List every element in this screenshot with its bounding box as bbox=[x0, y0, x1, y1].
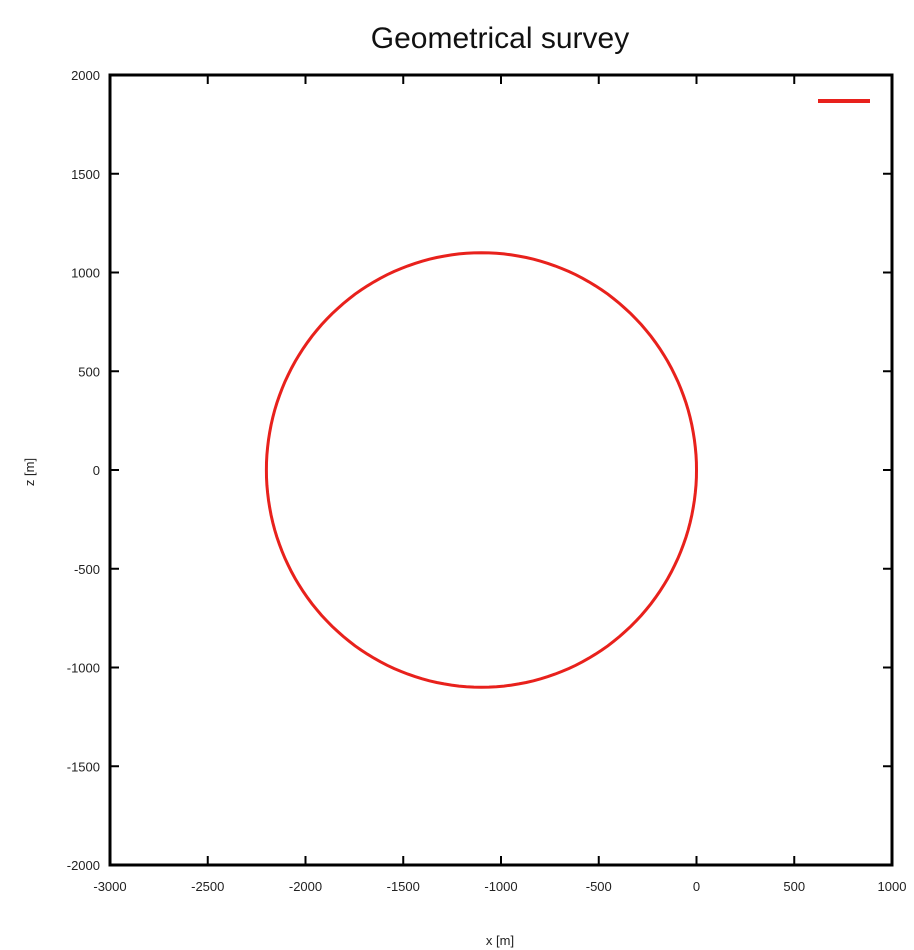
y-axis-label: z [m] bbox=[22, 458, 37, 486]
x-tick-label: -500 bbox=[586, 879, 612, 894]
chart-title: Geometrical survey bbox=[371, 22, 629, 55]
x-tick-label: 500 bbox=[783, 879, 805, 894]
axis-ticks bbox=[109, 74, 893, 866]
series-line bbox=[264, 251, 698, 689]
y-tick-label: 500 bbox=[78, 364, 100, 379]
x-tick-label: -3000 bbox=[93, 879, 126, 894]
y-tick-label: 0 bbox=[93, 463, 100, 478]
x-tick-labels: -3000 -2500 -2000 -1500 -1000 -500 0 500 1000 bbox=[93, 879, 906, 894]
y-tick-label: -2000 bbox=[67, 858, 100, 873]
x-tick-label: 1000 bbox=[878, 879, 907, 894]
y-tick-label: 2000 bbox=[71, 68, 100, 83]
x-tick-label: 0 bbox=[693, 879, 700, 894]
x-tick-label: -1000 bbox=[484, 879, 517, 894]
y-tick-labels: 2000 1500 1000 500 0 -500 -1000 -1500 -2000 bbox=[67, 68, 100, 873]
y-tick-label: 1500 bbox=[71, 167, 100, 182]
x-tick-label: -2000 bbox=[289, 879, 322, 894]
x-tick-label: -1500 bbox=[387, 879, 420, 894]
x-axis-label: x [m] bbox=[486, 933, 514, 948]
x-tick-label: -2500 bbox=[191, 879, 224, 894]
y-tick-label: -500 bbox=[74, 562, 100, 577]
y-tick-label: -1500 bbox=[67, 759, 100, 774]
series-group bbox=[264, 251, 698, 689]
y-tick-label: -1000 bbox=[67, 661, 100, 676]
plot-frame bbox=[108, 73, 894, 867]
y-tick-label: 1000 bbox=[71, 266, 100, 281]
